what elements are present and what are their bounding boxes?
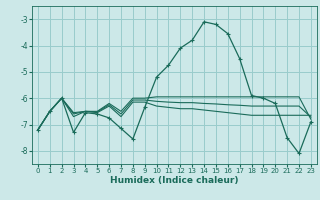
X-axis label: Humidex (Indice chaleur): Humidex (Indice chaleur)	[110, 176, 239, 185]
